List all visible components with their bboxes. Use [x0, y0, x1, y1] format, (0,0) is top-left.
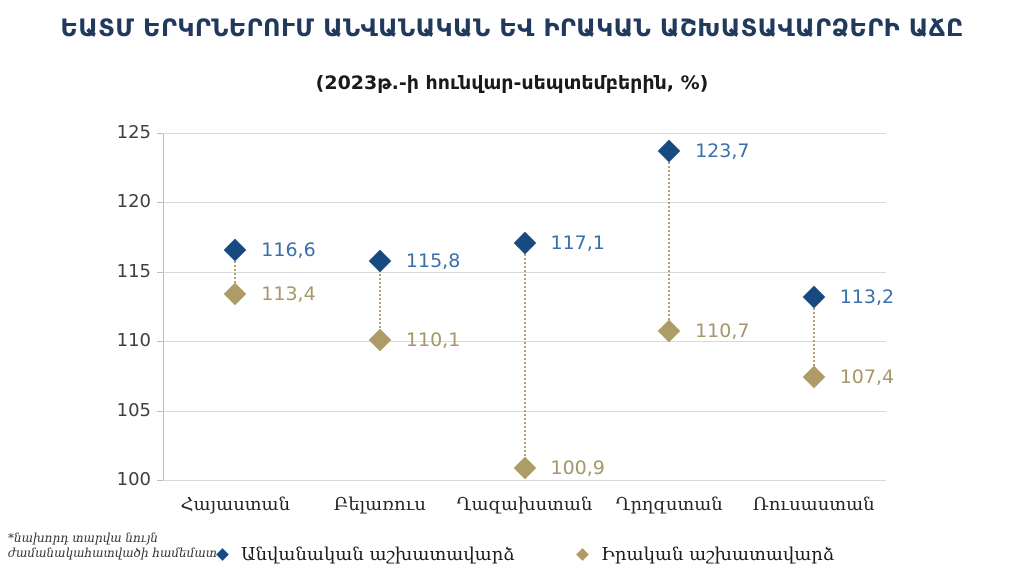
nominal-wage-marker [802, 285, 826, 309]
nominal-wage-marker [368, 249, 392, 273]
real-wage-marker [223, 282, 247, 306]
y-tick-label: 125 [116, 122, 151, 143]
y-tick-mark [157, 341, 163, 343]
real-wage-marker [368, 328, 392, 352]
real-wage-marker [802, 365, 826, 389]
category-label: Հայաստան [180, 494, 291, 515]
category-label: Բելառուս [333, 494, 427, 515]
nominal-wage-marker [657, 139, 681, 163]
y-tick-label: 100 [116, 469, 151, 490]
category-label: Ղրղզստան [615, 494, 723, 515]
y-tick-mark [157, 202, 163, 204]
category-label: Ռուսաստան [752, 494, 875, 515]
y-tick-mark [157, 410, 163, 412]
nominal-diamond-icon [216, 547, 229, 561]
value-label: 100,9 [550, 456, 605, 479]
gridline [163, 133, 886, 134]
connector-line [378, 260, 381, 340]
value-label: 107,4 [839, 366, 895, 389]
real-wage-marker [513, 456, 536, 479]
real-diamond-icon [576, 547, 589, 561]
footnote-line1: *նախորդ տարվա նույն [8, 531, 158, 545]
y-axis-line [163, 133, 164, 481]
footnote-line2: ժամանակահատվածի համեմատ [8, 546, 217, 560]
connector-line [812, 296, 815, 378]
plot-area: 116,6 113,4 115,8 110,1 117,1 100,9 123,7 110,7… [163, 133, 894, 481]
legend-item-nominal: Անվանական աշխատավարձ [216, 541, 515, 567]
legend-label-real: Իրական աշխատավարձ [601, 543, 835, 565]
connector-line [234, 249, 237, 294]
y-tick-mark [157, 133, 163, 134]
real-wage-marker [657, 320, 681, 343]
legend-item-real: Իրական աշխատավարձ [576, 541, 835, 567]
gridline [163, 480, 886, 481]
y-tick-mark [157, 480, 163, 481]
legend: Անվանական աշխատավարձ Իրական աշխատավարձ [0, 541, 1024, 569]
chart-title: ԵԱՏՄ ԵՐԿՐՆԵՐՈՒՄ ԱՆՎԱՆԱԿԱՆ ԵՎ ԻՐԱԿԱՆ ԱՇԽԱ… [60, 14, 964, 42]
footnote: *նախորդ տարվա նույն ժամանակահատվածի համե… [8, 531, 217, 561]
nominal-wage-marker [223, 238, 247, 261]
connector-line [668, 151, 671, 332]
value-label: 117,1 [550, 231, 605, 254]
value-label: 110,7 [695, 320, 750, 343]
y-tick-label: 110 [116, 330, 151, 352]
value-label: 115,8 [405, 249, 461, 272]
value-label: 113,2 [839, 285, 895, 308]
y-tick-mark [157, 271, 163, 273]
y-tick-label: 120 [116, 191, 151, 213]
value-label: 113,4 [261, 283, 316, 305]
nominal-wage-marker [513, 231, 536, 254]
value-label: 110,1 [405, 328, 461, 351]
value-label: 116,6 [261, 238, 316, 261]
y-tick-label: 105 [116, 399, 151, 421]
chart-subtitle: (2023թ.-ի հունվար-սեպտեմբերին, %) [315, 72, 709, 94]
value-label: 123,7 [695, 140, 750, 163]
legend-label-nominal: Անվանական աշխատավարձ [241, 543, 515, 565]
category-label: Ղազախստան [456, 494, 593, 515]
connector-line [523, 242, 526, 468]
gridline [163, 202, 886, 204]
y-tick-label: 115 [116, 260, 151, 282]
